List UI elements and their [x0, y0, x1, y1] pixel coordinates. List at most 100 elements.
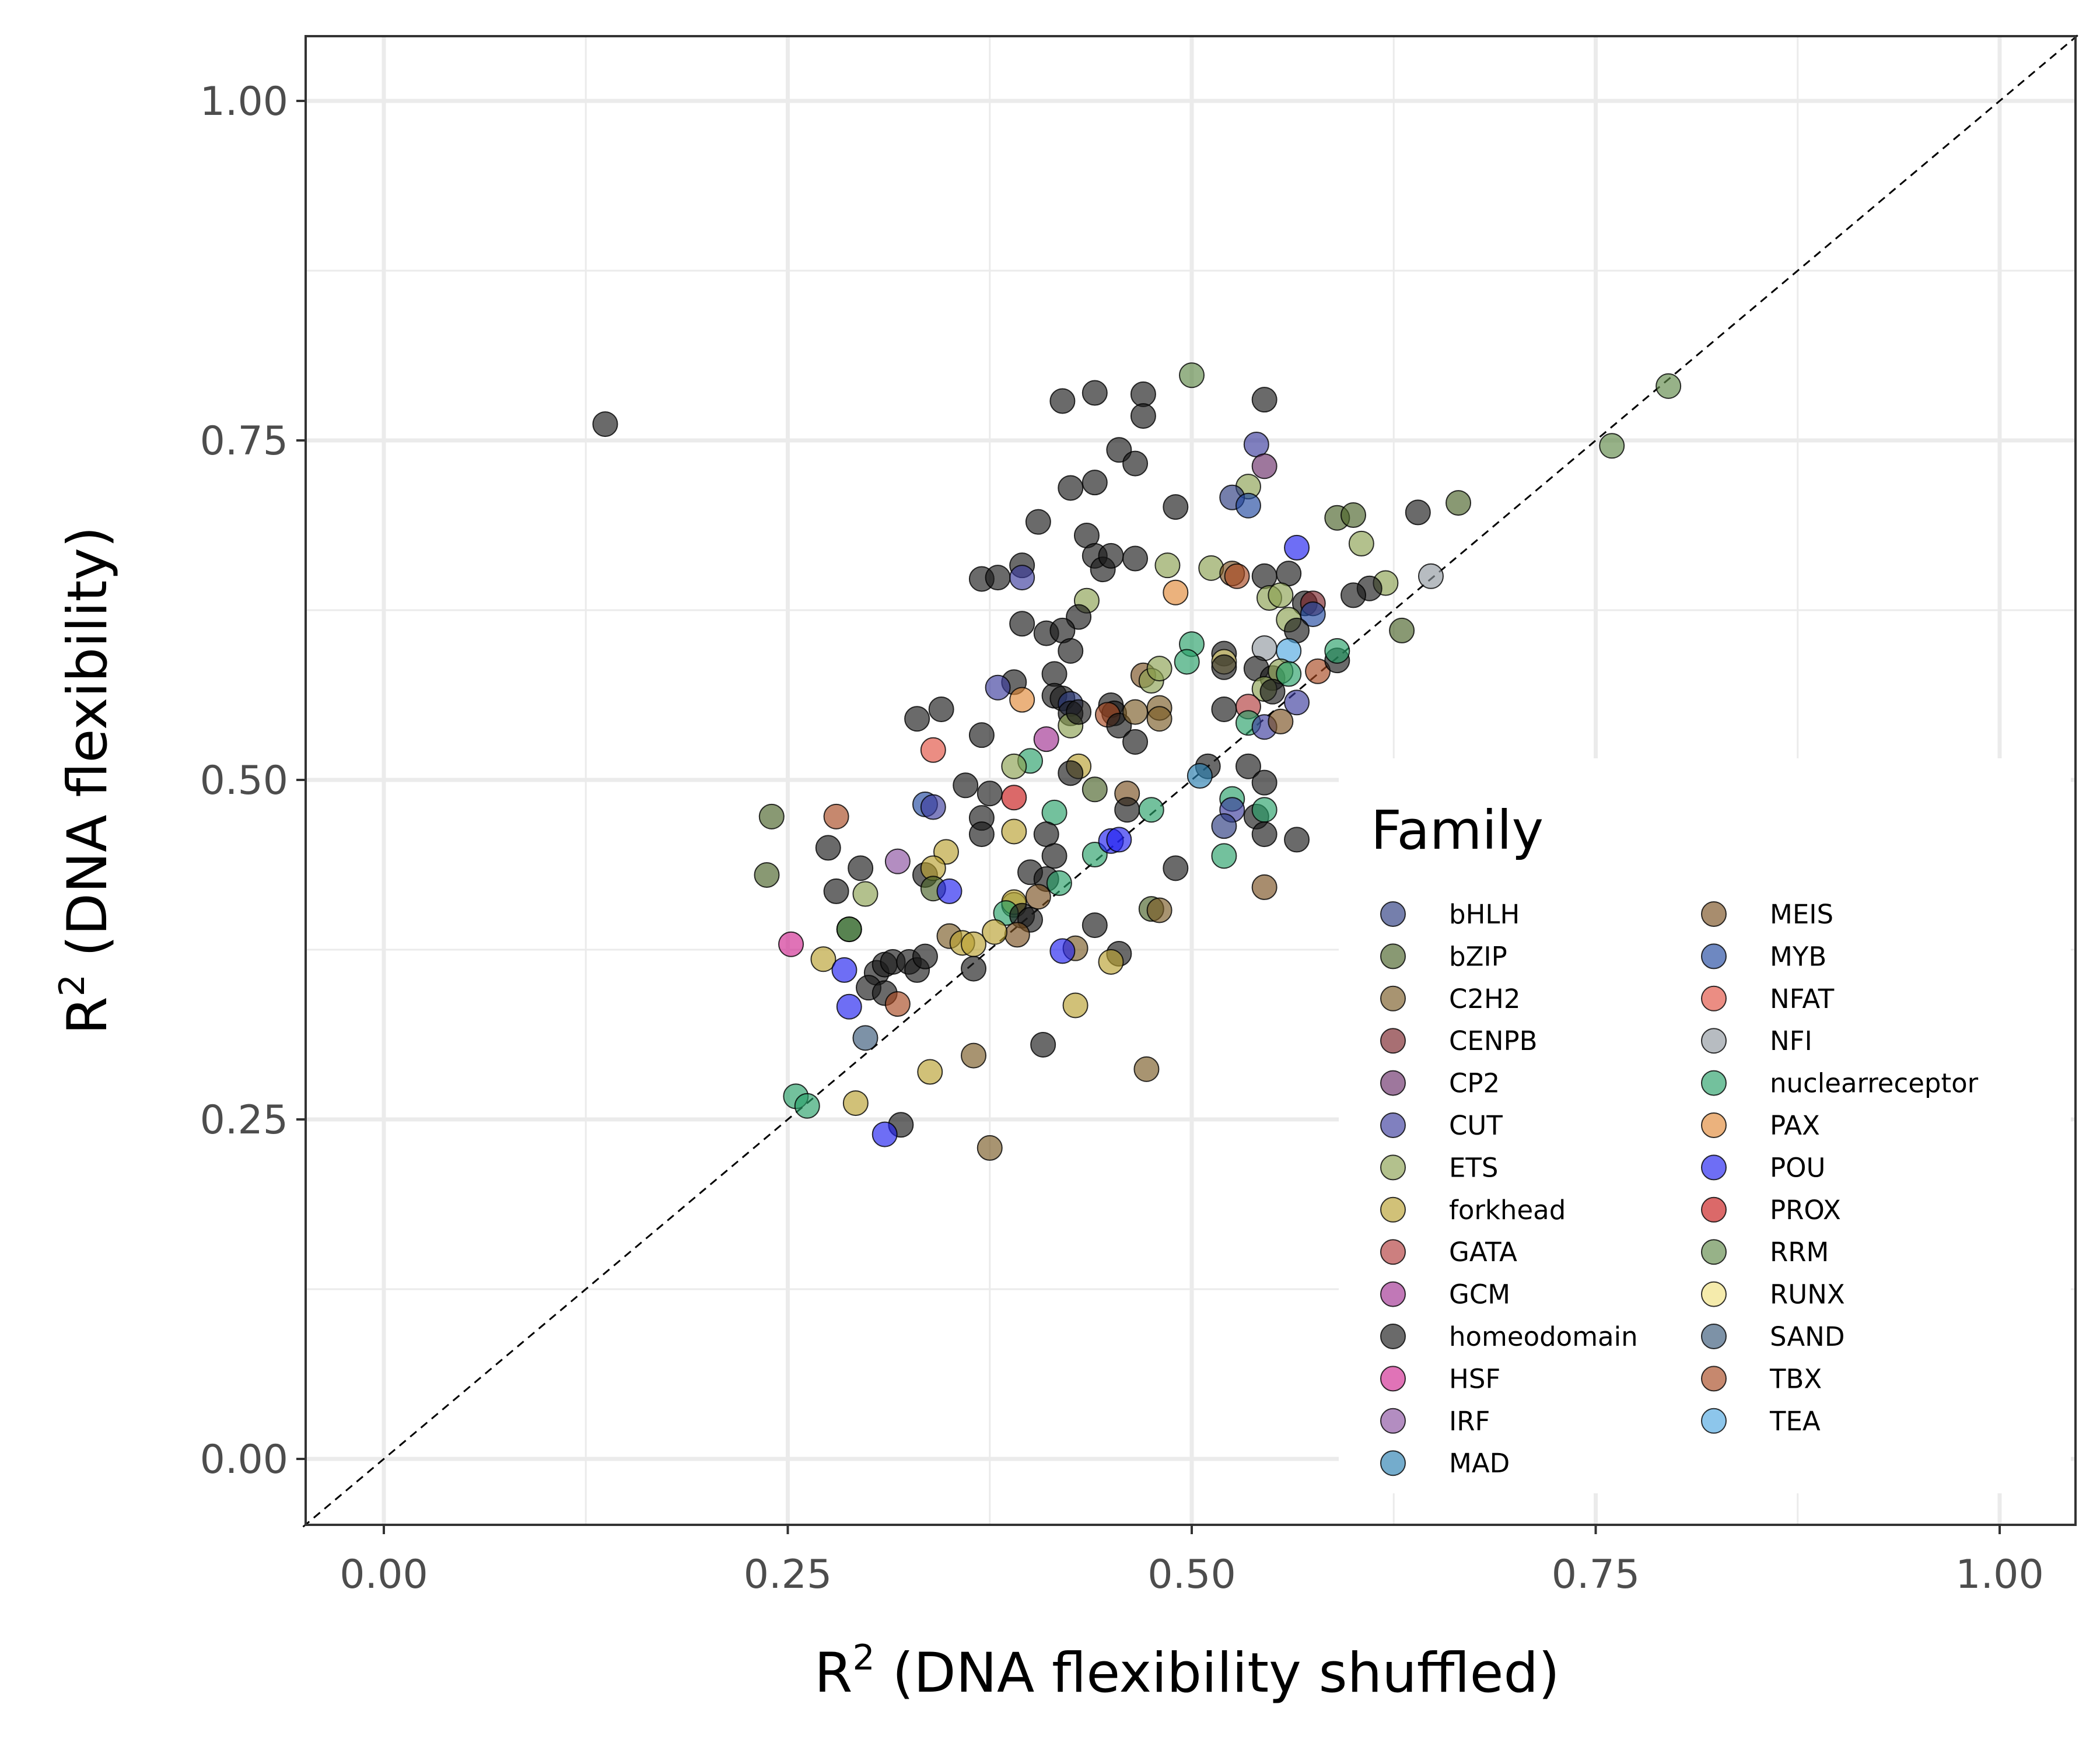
legend-label-homeodomain: homeodomain: [1449, 1321, 1638, 1352]
y-tick-label: 0.00: [200, 1437, 288, 1483]
legend-key-gcm: [1380, 1281, 1406, 1307]
legend-key-sand: [1701, 1324, 1727, 1349]
legend-label-prox: PROX: [1770, 1195, 1841, 1226]
data-point-homeodomain: [968, 722, 995, 748]
data-point-homeodomain: [1276, 561, 1302, 587]
legend-label-irf: IRF: [1449, 1406, 1490, 1437]
data-point-homeodomain: [977, 780, 1003, 807]
legend-label-gcm: GCM: [1449, 1279, 1510, 1310]
data-point-homeodomain: [1030, 1031, 1056, 1058]
data-point-pax: [1163, 579, 1189, 606]
legend-key-gata: [1380, 1239, 1406, 1265]
legend-label-cp2: CP2: [1449, 1068, 1500, 1099]
legend-label-sand: SAND: [1770, 1321, 1845, 1352]
data-point-homeodomain: [961, 956, 987, 982]
legend-label-tea: TEA: [1769, 1406, 1821, 1437]
data-point-homeodomain: [1033, 821, 1059, 848]
data-point-homeodomain: [1251, 387, 1278, 413]
legend-label-forkhead: forkhead: [1449, 1195, 1566, 1226]
data-point-forkhead: [1098, 949, 1124, 975]
y-tick-label: 0.25: [200, 1097, 288, 1143]
legend-label-cut: CUT: [1449, 1110, 1503, 1141]
data-point-homeodomain: [1259, 678, 1286, 705]
legend-key-nuclearreceptor: [1701, 1070, 1727, 1096]
data-point-nuclearreceptor: [1046, 870, 1072, 896]
data-point-homeodomain: [1130, 403, 1156, 429]
data-point-homeodomain: [1058, 475, 1084, 501]
data-point-homeodomain: [1251, 769, 1278, 796]
data-point-pou: [1284, 534, 1310, 561]
data-point-hsf: [778, 931, 804, 957]
legend-items: bHLH bZIP C2H2 CENPB CP2 CUT ETS forkhead GATA GC…: [1380, 899, 1979, 1479]
legend-title: Family: [1371, 799, 1544, 862]
data-point-bzip: [758, 803, 785, 830]
data-point-nuclearreceptor: [1251, 797, 1278, 823]
x-tick-label: 0.50: [1147, 1552, 1236, 1598]
legend-key-cp2: [1380, 1070, 1406, 1096]
data-point-prox: [1001, 785, 1027, 811]
data-point-c2h2: [977, 1135, 1003, 1161]
data-point-homeodomain: [953, 772, 979, 799]
x-axis-title-rest: (DNA flexibility shuffled): [875, 1642, 1560, 1705]
legend-label-c2h2: C2H2: [1449, 984, 1521, 1014]
x-axis-title-superscript: 2: [853, 1637, 875, 1678]
data-point-homeodomain: [1041, 661, 1068, 687]
legend-label-myb: MYB: [1770, 941, 1826, 972]
data-point-sand: [852, 1025, 878, 1051]
data-point-homeodomain: [1130, 381, 1156, 407]
data-point-homeodomain: [1098, 542, 1124, 569]
reference-diagonal-line: [302, 32, 2081, 1528]
data-point-ets: [1146, 656, 1172, 682]
data-point-c2h2: [1122, 699, 1149, 725]
data-point-meis: [1004, 922, 1030, 948]
data-point-cut: [1009, 565, 1035, 591]
data-point-bzip: [754, 862, 780, 888]
data-point-pou: [831, 957, 858, 983]
data-point-homeodomain: [1025, 509, 1051, 535]
legend-key-prox: [1701, 1196, 1727, 1223]
data-point-rrm: [1656, 373, 1682, 399]
legend-key-nfi: [1701, 1028, 1727, 1054]
y-axis-ticks: 0.00 0.25 0.50 0.75 1.00: [200, 79, 306, 1483]
data-point-homeodomain: [968, 821, 995, 848]
data-point-homeodomain: [592, 411, 618, 438]
data-point-c2h2: [1146, 706, 1172, 732]
data-point-homeodomain: [1122, 545, 1149, 572]
data-point-homeodomain: [1066, 699, 1092, 725]
data-point-nuclearreceptor: [794, 1093, 820, 1119]
data-point-homeodomain: [1122, 450, 1149, 477]
data-point-homeodomain: [904, 706, 930, 732]
data-point-pou: [1106, 827, 1132, 853]
data-point-nuclearreceptor: [1138, 797, 1164, 823]
legend: Family bHLH bZIP C2H2 CENPB CP2 CUT ETS forkhea…: [1339, 758, 2071, 1493]
data-point-homeodomain: [1235, 753, 1261, 779]
data-point-homeodomain: [912, 943, 938, 970]
legend-key-forkhead: [1380, 1196, 1406, 1223]
data-point-nuclearreceptor: [1174, 649, 1200, 675]
data-point-irf: [884, 848, 911, 874]
data-point-homeodomain: [1211, 654, 1237, 680]
data-point-ets: [1154, 552, 1181, 579]
data-point-rrm: [1599, 433, 1625, 459]
data-point-homeodomain: [1058, 760, 1084, 786]
data-point-ets: [1348, 530, 1374, 556]
legend-key-bzip: [1380, 943, 1406, 970]
y-axis-title-r: R: [56, 996, 120, 1034]
data-point-homeodomain: [1049, 388, 1076, 414]
legend-label-rrm: RRM: [1770, 1237, 1829, 1268]
x-axis-title-r: R: [814, 1642, 852, 1705]
data-point-pou: [936, 878, 963, 904]
legend-label-tbx: TBX: [1769, 1363, 1822, 1394]
legend-key-pou: [1701, 1154, 1727, 1181]
data-point-forkhead: [961, 931, 987, 957]
data-point-homeodomain: [1122, 729, 1149, 755]
data-point-bhlh: [1211, 813, 1237, 839]
y-axis-title-superscript: 2: [52, 974, 93, 996]
data-point-homeodomain: [1284, 827, 1310, 853]
data-point-nuclearreceptor: [1324, 638, 1350, 664]
data-point-homeodomain: [823, 878, 849, 904]
data-point-homeodomain: [1082, 912, 1108, 939]
data-point-nfat: [920, 737, 946, 763]
y-tick-label: 0.50: [200, 758, 288, 804]
legend-key-c2h2: [1380, 985, 1406, 1012]
